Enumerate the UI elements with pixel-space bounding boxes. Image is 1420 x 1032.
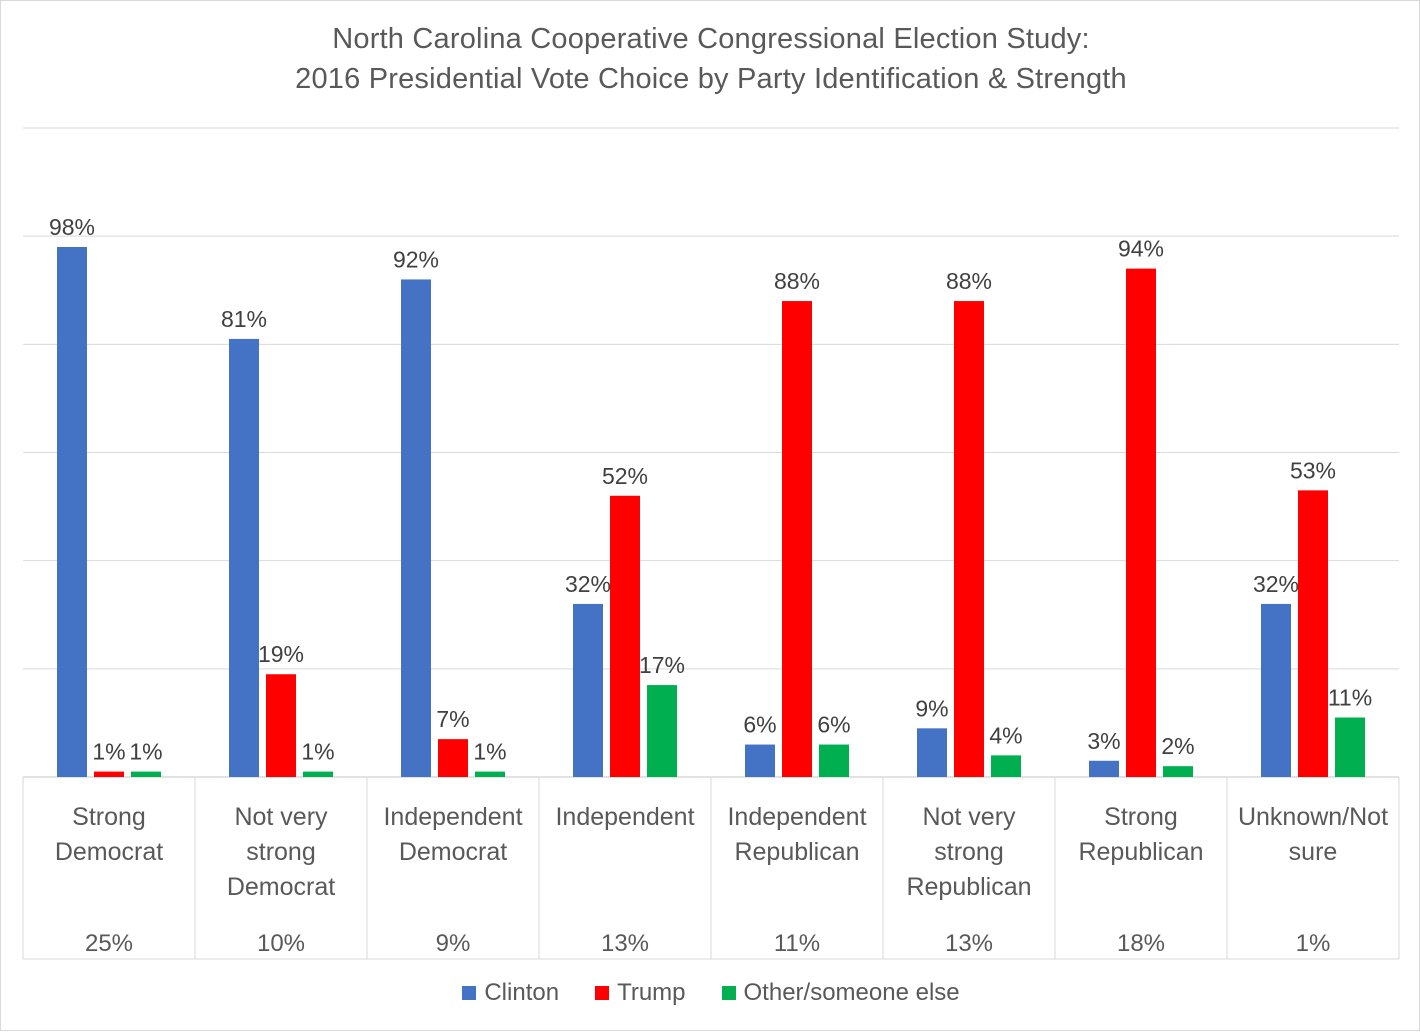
data-label-clinton-1: 81% (221, 306, 267, 332)
data-label-other-someone-else-7: 11% (1328, 685, 1372, 711)
bar-clinton-3 (573, 603, 603, 777)
data-label-other-someone-else-6: 2% (1161, 733, 1194, 759)
legend-item-other: Other/someone else (721, 979, 960, 1007)
category-label-4-line-1: Republican (734, 838, 859, 866)
category-share-7: 1% (1296, 930, 1331, 957)
data-label-clinton-5: 9% (915, 695, 948, 721)
data-label-clinton-4: 6% (743, 712, 776, 738)
legend-swatch-trump (595, 986, 610, 1000)
legend-swatch-other (721, 986, 736, 1000)
data-label-other-someone-else-0: 1% (129, 739, 162, 765)
category-label-2-line-0: Independent (383, 803, 522, 831)
bar-trump-2 (438, 739, 468, 777)
category-share-2: 9% (436, 930, 471, 957)
bar-clinton-0 (57, 246, 87, 777)
chart-title-line-1: North Carolina Cooperative Congressional… (332, 23, 1090, 55)
category-label-0-line-1: Democrat (55, 838, 163, 866)
category-label-7-line-1: sure (1289, 838, 1338, 866)
category-share-6: 18% (1117, 930, 1165, 957)
category-label-3-line-0: Independent (555, 803, 694, 831)
category-share-4: 11% (774, 930, 820, 957)
category-share-5: 13% (945, 930, 993, 957)
bar-clinton-5 (917, 728, 947, 777)
bar-other-someone-else-1 (303, 771, 333, 777)
category-label-1-line-0: Not very (234, 803, 328, 831)
bar-trump-5 (954, 301, 984, 777)
bar-other-someone-else-0 (131, 771, 161, 777)
category-label-6-line-0: Strong (1104, 803, 1178, 831)
bar-other-someone-else-7 (1335, 717, 1365, 777)
data-label-trump-5: 88% (946, 268, 992, 294)
category-label-5-line-1: strong (934, 838, 1003, 866)
bar-trump-4 (782, 301, 812, 777)
legend-item-trump: Trump (595, 979, 686, 1007)
legend: Clinton Trump Other/someone else (1, 979, 1420, 1007)
bar-trump-7 (1298, 490, 1328, 777)
category-share-0: 25% (85, 930, 133, 957)
legend-label-other: Other/someone else (743, 979, 960, 1006)
legend-label-trump: Trump (617, 979, 686, 1006)
category-label-5-line-0: Not very (922, 803, 1016, 831)
bar-clinton-4 (745, 744, 775, 777)
data-label-clinton-3: 32% (565, 571, 611, 597)
data-label-clinton-2: 92% (393, 246, 439, 272)
bar-other-someone-else-3 (647, 685, 677, 777)
data-label-other-someone-else-5: 4% (989, 722, 1022, 748)
bar-other-someone-else-4 (819, 744, 849, 777)
data-label-trump-6: 94% (1118, 236, 1164, 262)
data-label-other-someone-else-2: 1% (473, 739, 506, 765)
category-label-5-line-2: Republican (906, 873, 1031, 901)
category-label-2-line-1: Democrat (399, 838, 507, 866)
bar-clinton-2 (401, 279, 431, 777)
legend-label-clinton: Clinton (484, 979, 560, 1006)
bar-trump-0 (94, 771, 124, 777)
category-share-3: 13% (601, 930, 649, 957)
chart-title-line-2: 2016 Presidential Vote Choice by Party I… (295, 63, 1127, 95)
legend-swatch-clinton (462, 986, 477, 1000)
data-label-clinton-0: 98% (49, 214, 95, 240)
category-label-1-line-2: Democrat (227, 873, 335, 901)
data-label-clinton-7: 32% (1253, 571, 1299, 597)
data-label-other-someone-else-4: 6% (817, 712, 850, 738)
bar-other-someone-else-2 (475, 771, 505, 777)
category-label-0-line-0: Strong (72, 803, 146, 831)
bar-clinton-7 (1261, 603, 1291, 777)
data-label-trump-0: 1% (92, 739, 125, 765)
data-label-trump-3: 52% (602, 463, 648, 489)
legend-item-clinton: Clinton (462, 979, 559, 1007)
data-label-trump-1: 19% (258, 641, 304, 667)
bar-trump-3 (610, 495, 640, 777)
data-label-trump-7: 53% (1290, 457, 1336, 483)
category-label-1-line-1: strong (246, 838, 315, 866)
category-label-4-line-0: Independent (727, 803, 866, 831)
category-share-1: 10% (257, 930, 305, 957)
category-label-7-line-0: Unknown/Not (1238, 803, 1388, 831)
data-label-other-someone-else-3: 17% (639, 652, 685, 678)
data-label-trump-2: 7% (436, 706, 469, 732)
category-label-6-line-1: Republican (1078, 838, 1203, 866)
bar-other-someone-else-6 (1163, 766, 1193, 777)
data-label-clinton-6: 3% (1087, 728, 1120, 754)
data-label-trump-4: 88% (774, 268, 820, 294)
bar-trump-6 (1126, 268, 1156, 777)
bar-other-someone-else-5 (991, 755, 1021, 777)
bar-trump-1 (266, 674, 296, 777)
bar-clinton-6 (1089, 760, 1119, 777)
data-label-other-someone-else-1: 1% (301, 739, 334, 765)
bar-clinton-1 (229, 338, 259, 777)
